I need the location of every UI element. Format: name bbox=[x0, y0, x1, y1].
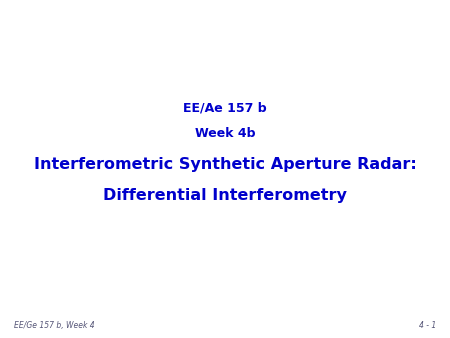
Text: Interferometric Synthetic Aperture Radar:: Interferometric Synthetic Aperture Radar… bbox=[34, 157, 416, 172]
Text: EE/Ge 157 b, Week 4: EE/Ge 157 b, Week 4 bbox=[14, 320, 94, 330]
Text: EE/Ae 157 b: EE/Ae 157 b bbox=[183, 102, 267, 115]
Text: 4 - 1: 4 - 1 bbox=[419, 320, 436, 330]
Text: Differential Interferometry: Differential Interferometry bbox=[103, 188, 347, 203]
Text: Week 4b: Week 4b bbox=[195, 127, 255, 140]
